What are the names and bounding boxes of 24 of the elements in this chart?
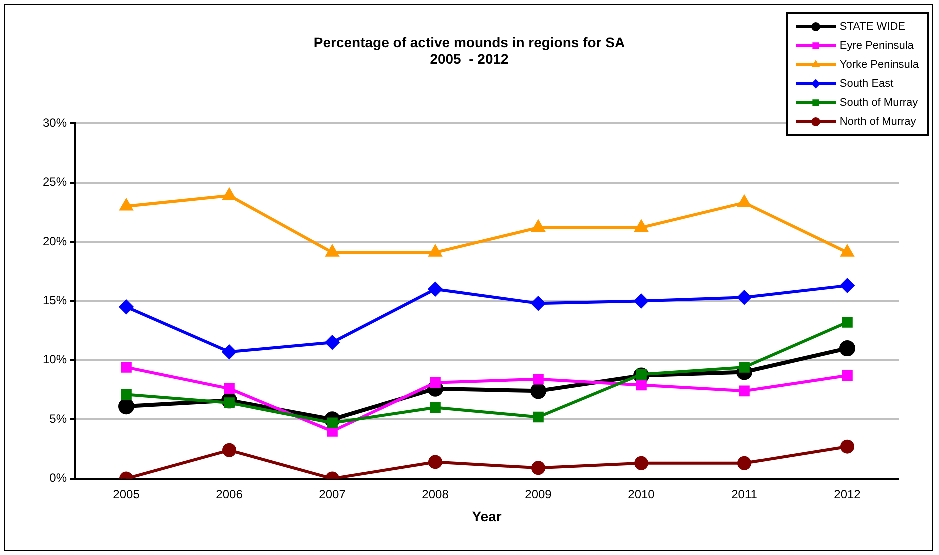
x-tick-label: 2005 [113, 487, 140, 502]
y-tick-label: 0% [50, 471, 68, 486]
legend-label: South East [840, 78, 894, 90]
legend-label: Eyre Peninsula [840, 40, 914, 52]
x-tick-label: 2009 [525, 487, 552, 502]
x-tick-label: 2007 [319, 487, 346, 502]
legend-label: STATE WIDE [840, 20, 906, 32]
chart-subtitle: 2005 - 2012 [430, 51, 510, 68]
legend-label: South of Murray [840, 96, 918, 108]
y-tick-label: 5% [50, 412, 68, 426]
legend-label: Yorke Peninsula [840, 58, 919, 70]
chart-title: Percentage of active mounds in regions for SA [314, 34, 626, 50]
y-tick-label: 25% [42, 175, 68, 190]
x-tick-label: 2012 [834, 487, 862, 502]
y-tick-label: 30% [42, 116, 68, 130]
x-tick-label: 2008 [422, 487, 450, 502]
x-tick-label: 2011 [732, 487, 758, 502]
y-tick-label: 10% [42, 352, 68, 367]
legend-label: North of Murray [840, 116, 916, 128]
y-tick-label: 20% [42, 234, 68, 248]
x-tick-label: 2006 [216, 487, 244, 502]
x-tick-label: 2010 [628, 487, 656, 502]
y-tick-label: 15% [42, 294, 68, 308]
x-axis-title: Year [472, 508, 502, 524]
